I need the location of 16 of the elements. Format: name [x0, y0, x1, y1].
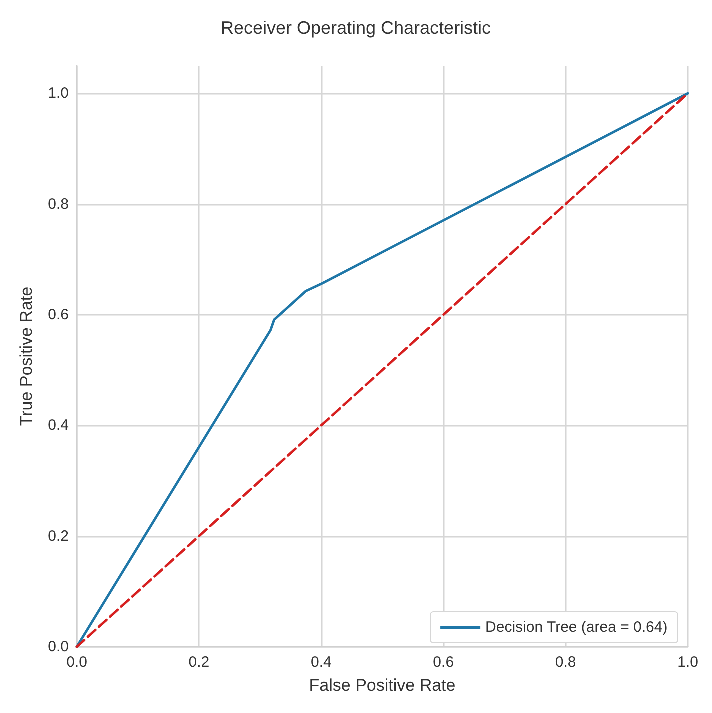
- y-tick-label: 0.0: [48, 638, 69, 656]
- y-tick-label: 1.0: [48, 85, 69, 102]
- y-tick-label: 0.2: [48, 528, 69, 545]
- y-axis-title: True Positive Rate: [17, 286, 36, 426]
- chart-title: Receiver Operating Characteristic: [220, 18, 492, 38]
- x-tick-label: 0.0: [66, 654, 88, 671]
- y-tick-label: 0.8: [48, 196, 69, 213]
- x-tick-label: 0.4: [310, 654, 332, 671]
- x-axis-title: False Positive Rate: [309, 676, 456, 695]
- x-tick-label: 0.2: [188, 654, 210, 671]
- legend-label: Decision Tree (area = 0.64): [486, 619, 668, 636]
- x-tick-label: 0.6: [433, 654, 454, 671]
- y-tick-label: 0.4: [48, 417, 69, 434]
- x-tick-label: 1.0: [678, 654, 698, 671]
- x-tick-label: 0.8: [555, 654, 576, 671]
- y-tick-label: 0.6: [48, 306, 69, 324]
